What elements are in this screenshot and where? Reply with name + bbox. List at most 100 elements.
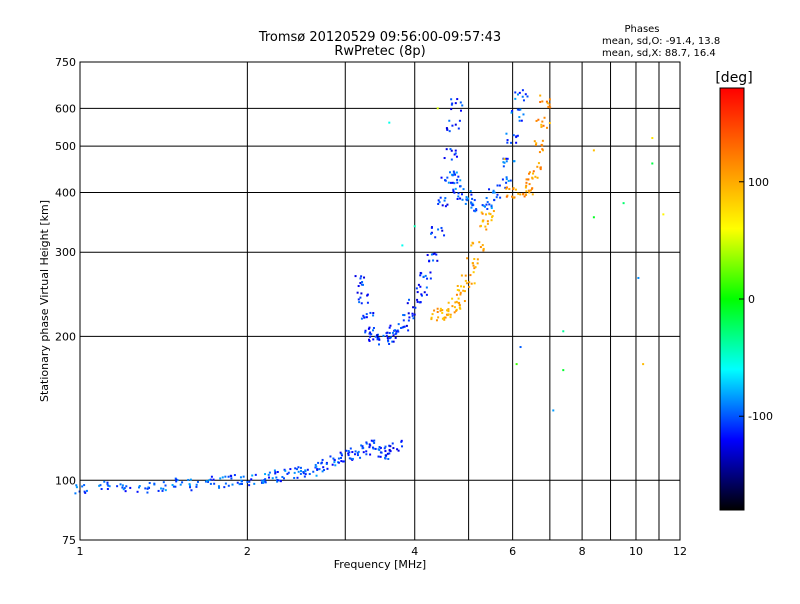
echo-point-2-18-4	[454, 123, 457, 126]
echo-point-4-10-2	[490, 216, 493, 219]
echo-point-0-2-8	[125, 485, 128, 488]
echo-point-0-1-6	[106, 488, 109, 491]
echo-point-4-9-2	[485, 228, 488, 231]
echo-point-0-16-2	[315, 474, 318, 477]
echo-point-4-6-2	[473, 282, 476, 285]
echo-point-2-17-7	[443, 157, 446, 160]
echo-point-5-7-3	[541, 100, 544, 103]
echo-point-2-2-5	[365, 313, 368, 316]
echo-point-1-1-3	[349, 447, 352, 450]
echo-point-3-3-5	[470, 201, 473, 204]
echo-point-5-2-0	[529, 189, 532, 192]
echo-point-2-19-7	[450, 98, 453, 101]
echo-point-1-6-5	[384, 450, 387, 453]
echo-point-2-9-8	[412, 317, 415, 320]
echo-point-4-10-8	[491, 215, 494, 218]
echo-point-0-14-0	[283, 468, 286, 471]
echo-point-4-1-1	[441, 317, 444, 320]
echo-point-5-4-8	[528, 172, 531, 175]
echo-point-5-5-2	[538, 151, 541, 154]
echo-point-5-0-3	[505, 187, 508, 190]
echo-point-2-9-6	[407, 312, 410, 315]
echo-point-2-4-4	[369, 335, 372, 338]
echo-point-0-3-5	[138, 486, 141, 489]
echo-point-2-19-4	[450, 108, 453, 111]
echo-point-2-1-2	[366, 301, 369, 304]
echo-point-1-5-2	[377, 455, 380, 458]
echo-point-2-2-2	[362, 314, 365, 317]
echo-point-4-6-7	[472, 271, 475, 274]
echo-point-0-2-2	[119, 483, 122, 486]
echo-point-0-17-0	[317, 461, 320, 464]
echo-point-2-1-4	[366, 293, 369, 296]
echo-point-5-2-6	[528, 183, 531, 186]
echo-point-2-11-2	[416, 291, 419, 294]
x-tick-label-0: 1	[77, 545, 84, 558]
echo-point-5-3-2	[536, 176, 539, 179]
echo-point-0-14-3	[294, 467, 297, 470]
echo-point-1-3-2	[373, 441, 376, 444]
echo-point-1-1-8	[351, 457, 354, 460]
echo-point-2-4-5	[372, 338, 375, 341]
echo-point-0-18-1	[325, 461, 328, 464]
echo-point-2-19-6	[459, 101, 462, 104]
echo-point-2-7-0	[393, 329, 396, 332]
echo-point-0-10-1	[239, 476, 242, 479]
echo-point-3-11-3	[516, 93, 519, 96]
echo-point-2-0-4	[360, 283, 363, 286]
echo-point-3-4-0	[481, 204, 484, 207]
echo-point-0-2-6	[124, 490, 127, 493]
echo-point-2-8-8	[397, 330, 400, 333]
echo-point-2-9-3	[411, 314, 414, 317]
echo-point-0-0-2	[74, 492, 77, 495]
echo-point-1-1-4	[356, 452, 359, 455]
echo-point-4-4-3	[457, 297, 460, 300]
echo-point-0-4-5	[153, 482, 156, 485]
echo-point-3-5-3	[485, 196, 488, 199]
echo-point-4-0-1	[439, 309, 442, 312]
echo-point-2-16-7	[446, 176, 449, 179]
echo-point-3-4-1	[473, 209, 476, 212]
echo-point-1-4-4	[379, 451, 382, 454]
echo-point-1-6-4	[386, 452, 389, 455]
echo-point-6-12-0	[622, 202, 625, 205]
echo-point-0-7-8	[205, 480, 208, 483]
echo-point-6-15-0	[651, 137, 654, 140]
echo-point-4-10-7	[481, 212, 484, 215]
echo-point-2-19-8	[461, 104, 464, 107]
echo-point-1-3-4	[368, 446, 371, 449]
echo-point-5-5-5	[540, 143, 543, 146]
echo-point-0-3-3	[146, 487, 149, 490]
echo-point-1-1-0	[353, 453, 356, 456]
echo-point-2-9-7	[413, 313, 416, 316]
echo-point-5-2-2	[528, 191, 531, 194]
echo-point-2-12-2	[429, 271, 432, 274]
echo-point-5-6-6	[543, 116, 546, 119]
echo-point-2-17-5	[454, 152, 457, 155]
echo-point-2-11-0	[417, 283, 420, 286]
y-tick-label-1: 100	[55, 474, 76, 487]
echo-point-4-5-2	[468, 285, 471, 288]
echo-point-2-13-2	[435, 253, 438, 256]
echo-point-4-4-0	[459, 293, 462, 296]
echo-point-1-6-1	[384, 445, 387, 448]
echo-point-5-2-7	[530, 187, 533, 190]
echo-point-2-17-2	[455, 155, 458, 158]
echo-point-4-0-6	[441, 309, 444, 312]
echo-point-4-5-7	[456, 288, 459, 291]
echo-point-2-2-8	[372, 312, 375, 315]
echo-point-2-15-5	[437, 199, 440, 202]
echo-point-6-10-0	[592, 149, 595, 152]
echo-point-0-12-4	[264, 473, 267, 476]
echo-point-2-14-2	[441, 229, 444, 232]
echo-point-0-10-7	[253, 482, 256, 485]
grid-lines	[79, 62, 681, 540]
echo-point-5-7-2	[539, 100, 542, 103]
echo-point-3-11-8	[518, 91, 521, 94]
echo-point-6-17-0	[662, 213, 665, 216]
colorbar-tick-label-1: 0	[748, 293, 755, 306]
colorbar-label: [deg]	[715, 70, 752, 86]
echo-point-0-7-5	[208, 479, 211, 482]
